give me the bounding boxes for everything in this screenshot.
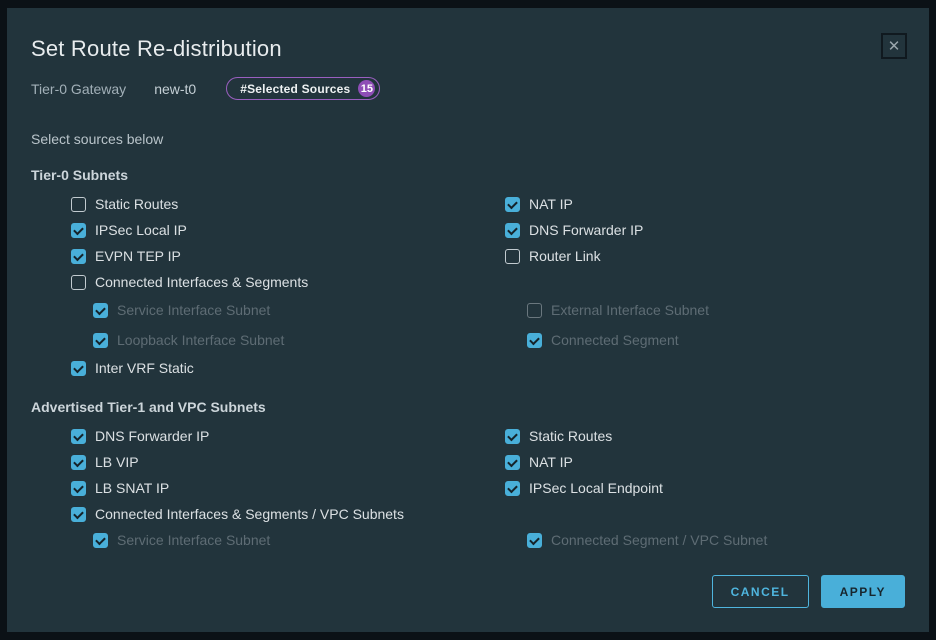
checkbox <box>527 302 542 318</box>
checkbox-row-connected-interfaces-vpc-subnets: Connected Interfaces & Segments / VPC Su… <box>71 501 479 527</box>
checkbox-row-dns-forwarder-ip: DNS Forwarder IP <box>505 217 905 243</box>
checkbox-label: IPSec Local Endpoint <box>529 480 663 496</box>
checkbox[interactable] <box>71 506 86 522</box>
checkbox-label: IPSec Local IP <box>95 222 187 238</box>
checkbox-label: EVPN TEP IP <box>95 248 181 264</box>
checkbox[interactable] <box>505 248 520 264</box>
checkbox-row-evpn-tep-ip: EVPN TEP IP <box>71 243 479 269</box>
dialog-footer: CANCEL APPLY <box>31 575 905 608</box>
checkbox-row-nat-ip: NAT IP <box>505 191 905 217</box>
checkbox[interactable] <box>505 222 520 238</box>
checkbox-label: NAT IP <box>529 454 573 470</box>
checkbox[interactable] <box>505 480 520 496</box>
gateway-label: Tier-0 Gateway <box>31 80 127 97</box>
tier1-vpc-columns: DNS Forwarder IP LB VIP LB SNAT IP Conne… <box>31 423 905 553</box>
checkbox-row-service-interface-subnet: Service Interface Subnet <box>93 295 479 325</box>
tier0-left-column: Static Routes IPSec Local IP EVPN TEP IP… <box>31 191 479 381</box>
checkbox-row-service-interface-subnet-t1: Service Interface Subnet <box>93 527 479 553</box>
close-icon: ✕ <box>887 37 901 55</box>
dialog-title: Set Route Re-distribution <box>31 36 282 61</box>
checkbox-label: Static Routes <box>529 428 613 444</box>
selected-sources-label: #Selected Sources <box>240 81 351 96</box>
checkbox[interactable] <box>505 196 520 212</box>
checkbox <box>527 332 542 348</box>
checkbox-label: DNS Forwarder IP <box>529 222 644 238</box>
checkbox <box>93 532 108 548</box>
section-header-advertised-tier1-vpc: Advertised Tier-1 and VPC Subnets <box>31 399 266 415</box>
checkbox-row-lb-snat-ip: LB SNAT IP <box>71 475 479 501</box>
tier1-left-column: DNS Forwarder IP LB VIP LB SNAT IP Conne… <box>31 423 479 553</box>
apply-button[interactable]: APPLY <box>820 575 905 608</box>
checkbox-row-loopback-interface-subnet: Loopback Interface Subnet <box>93 325 479 355</box>
section-header-tier0-subnets: Tier-0 Subnets <box>31 167 128 183</box>
checkbox-label: Connected Interfaces & Segments <box>95 274 309 290</box>
checkbox[interactable] <box>505 428 520 444</box>
checkbox-row-ipsec-local-endpoint: IPSec Local Endpoint <box>505 475 905 501</box>
checkbox[interactable] <box>505 454 520 470</box>
checkbox-row-router-link: Router Link <box>505 243 905 269</box>
checkbox-row-inter-vrf-static: Inter VRF Static <box>71 355 479 381</box>
checkbox-label: External Interface Subnet <box>551 302 709 318</box>
checkbox-row-lb-vip: LB VIP <box>71 449 479 475</box>
tier0-right-column: NAT IP DNS Forwarder IP Router Link Exte… <box>479 191 905 381</box>
checkbox-row-static-routes-t1: Static Routes <box>505 423 905 449</box>
checkbox[interactable] <box>71 222 86 238</box>
row-spacer <box>505 269 905 295</box>
checkbox-label: Service Interface Subnet <box>117 302 271 318</box>
checkbox-row-dns-forwarder-ip-t1: DNS Forwarder IP <box>71 423 479 449</box>
checkbox[interactable] <box>71 196 86 212</box>
row-spacer <box>505 501 905 527</box>
checkbox-label: Router Link <box>529 248 601 264</box>
checkbox <box>527 532 542 548</box>
checkbox[interactable] <box>71 360 86 376</box>
instruction-text: Select sources below <box>31 131 164 147</box>
close-button[interactable]: ✕ <box>881 33 907 59</box>
checkbox[interactable] <box>71 454 86 470</box>
checkbox-label: LB SNAT IP <box>95 480 170 496</box>
checkbox-label: Connected Segment <box>551 332 679 348</box>
checkbox-label: LB VIP <box>95 454 139 470</box>
checkbox-label: Service Interface Subnet <box>117 532 271 548</box>
checkbox-label: DNS Forwarder IP <box>95 428 210 444</box>
checkbox-label: Inter VRF Static <box>95 360 194 376</box>
tier1-right-column: Static Routes NAT IP IPSec Local Endpoin… <box>479 423 905 553</box>
gateway-row: Tier-0 Gateway new-t0 #Selected Sources … <box>31 76 905 101</box>
checkbox-row-connected-segment-vpc-subnet: Connected Segment / VPC Subnet <box>527 527 905 553</box>
checkbox-label: NAT IP <box>529 196 573 212</box>
checkbox-row-static-routes: Static Routes <box>71 191 479 217</box>
cancel-button[interactable]: CANCEL <box>711 575 809 608</box>
checkbox[interactable] <box>71 480 86 496</box>
checkbox-row-external-interface-subnet: External Interface Subnet <box>527 295 905 325</box>
checkbox-row-connected-segment: Connected Segment <box>527 325 905 355</box>
tier0-subnets-columns: Static Routes IPSec Local IP EVPN TEP IP… <box>31 191 905 381</box>
checkbox-label: Connected Interfaces & Segments / VPC Su… <box>95 506 404 522</box>
checkbox <box>93 332 108 348</box>
checkbox-row-nat-ip-t1: NAT IP <box>505 449 905 475</box>
checkbox-label: Static Routes <box>95 196 179 212</box>
checkbox-label: Connected Segment / VPC Subnet <box>551 532 768 548</box>
route-redistribution-dialog: ✕ Set Route Re-distribution Tier-0 Gatew… <box>7 8 929 632</box>
selected-sources-badge[interactable]: #Selected Sources 15 <box>226 77 381 100</box>
checkbox[interactable] <box>71 274 86 290</box>
checkbox-label: Loopback Interface Subnet <box>117 332 285 348</box>
checkbox[interactable] <box>71 428 86 444</box>
gateway-value: new-t0 <box>154 80 197 97</box>
checkbox-row-connected-interfaces-segments: Connected Interfaces & Segments <box>71 269 479 295</box>
checkbox[interactable] <box>71 248 86 264</box>
selected-sources-count: 15 <box>358 80 376 97</box>
checkbox <box>93 302 108 318</box>
checkbox-row-ipsec-local-ip: IPSec Local IP <box>71 217 479 243</box>
